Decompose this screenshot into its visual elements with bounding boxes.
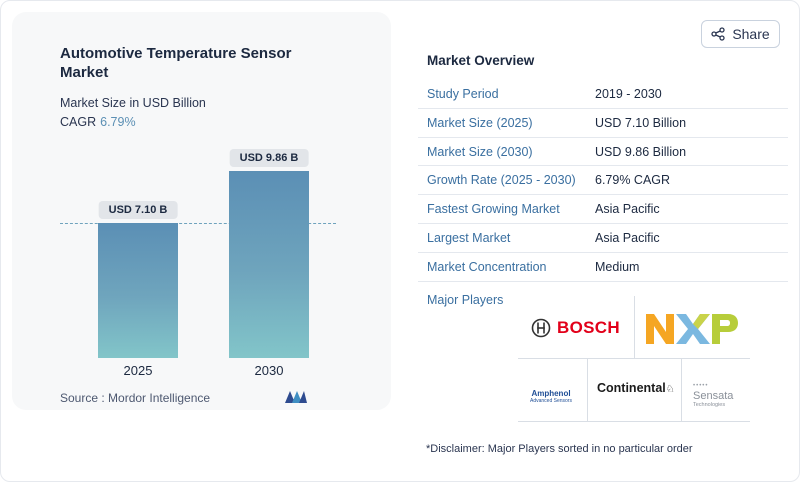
cagr-row: CAGR 6.79%: [60, 115, 136, 129]
overview-value: Asia Pacific: [595, 230, 660, 245]
overview-value: Medium: [595, 259, 640, 274]
overview-value: 6.79% CAGR: [595, 173, 671, 188]
x-tick-2030: 2030: [254, 363, 284, 378]
chart-title: Automotive Temperature Sensor Market: [60, 45, 292, 81]
bar-label-2025: USD 7.10 B: [98, 201, 178, 220]
bosch-wordmark: BOSCH: [557, 318, 620, 337]
sensata-dots-icon: •••••: [693, 383, 709, 389]
mordor-intelligence-logo-icon: [285, 391, 307, 403]
overview-row-largest-market: Largest Market Asia Pacific: [418, 224, 788, 253]
overview-row-market-concentration: Market Concentration Medium: [418, 253, 788, 282]
overview-row-fastest-growing-market: Fastest Growing Market Asia Pacific: [418, 195, 788, 224]
overview-value: USD 7.10 Billion: [595, 115, 687, 130]
market-overview-title: Market Overview: [427, 53, 535, 68]
overview-key: Market Size (2030): [427, 144, 533, 159]
nxp-logo: [646, 314, 738, 344]
cagr-label: CAGR: [60, 115, 97, 129]
overview-key: Fastest Growing Market: [427, 202, 560, 217]
share-label: Share: [732, 26, 770, 42]
overview-value: USD 9.86 Billion: [595, 144, 687, 159]
sensata-wordmark: Sensata: [693, 390, 734, 402]
overview-row-growth-rate: Growth Rate (2025 - 2030) 6.79% CAGR: [418, 166, 788, 196]
bosch-armature-icon: [531, 318, 551, 338]
x-tick-2025: 2025: [123, 363, 153, 378]
continental-logo: Continental♘: [597, 381, 675, 395]
market-overview-table: Study Period 2019 - 2030 Market Size (20…: [418, 80, 788, 282]
overview-key: Growth Rate (2025 - 2030): [427, 173, 576, 188]
bar-label-2030: USD 9.86 B: [229, 148, 309, 167]
overview-key: Largest Market: [427, 230, 511, 245]
source-note: Source : Mordor Intelligence: [60, 391, 211, 405]
overview-value: 2019 - 2030: [595, 87, 662, 101]
overview-value: Asia Pacific: [595, 202, 660, 217]
overview-row-study-period: Study Period 2019 - 2030: [418, 80, 788, 109]
grid-divider: [681, 358, 682, 421]
overview-key: Study Period: [427, 87, 499, 101]
grid-divider: [587, 358, 588, 421]
overview-row-market-size-2030: Market Size (2030) USD 9.86 Billion: [418, 138, 788, 167]
share-button[interactable]: Share: [701, 20, 780, 48]
sensata-logo: ••••• Sensata Technologies: [693, 383, 733, 408]
share-icon: [711, 27, 725, 41]
bar-2030: [229, 170, 309, 358]
continental-wordmark: Continental: [597, 381, 666, 395]
amphenol-subtitle: Advanced Sensors: [530, 398, 572, 404]
grid-divider: [518, 421, 750, 422]
disclaimer-note: *Disclaimer: Major Players sorted in no …: [426, 443, 693, 455]
amphenol-logo: Amphenol Advanced Sensors: [520, 389, 582, 404]
chart-card: [12, 12, 391, 410]
overview-key: Market Size (2025): [427, 115, 533, 130]
reference-dashed-line: [60, 223, 336, 225]
major-players-label: Major Players: [427, 293, 504, 307]
bar-2025: [98, 223, 178, 358]
sensata-subtitle: Technologies: [693, 402, 726, 408]
overview-key: Market Concentration: [427, 259, 547, 274]
grid-divider: [634, 296, 635, 358]
bosch-logo: BOSCH: [531, 318, 620, 338]
grid-divider: [518, 358, 750, 359]
chart-subtitle: Market Size in USD Billion: [60, 96, 206, 110]
overview-row-market-size-2025: Market Size (2025) USD 7.10 Billion: [418, 109, 788, 138]
continental-horse-icon: ♘: [665, 384, 675, 395]
cagr-value: 6.79%: [100, 115, 136, 129]
amphenol-wordmark: Amphenol: [531, 389, 571, 398]
